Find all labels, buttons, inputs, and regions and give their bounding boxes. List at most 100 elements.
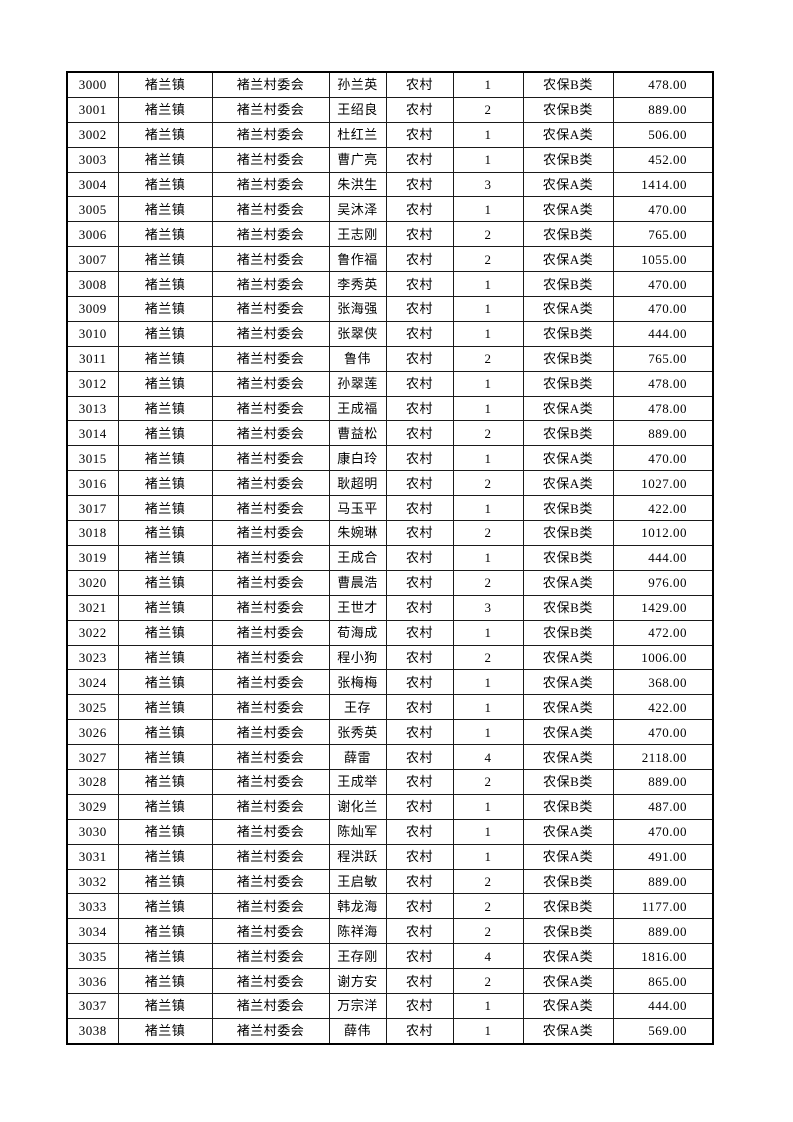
cell-person-count: 1 xyxy=(452,271,524,298)
cell-town: 褚兰镇 xyxy=(117,744,213,770)
cell-category: 农村 xyxy=(385,768,454,795)
cell-village-committee: 褚兰村委会 xyxy=(211,395,330,422)
cell-person-count: 2 xyxy=(452,644,524,671)
cell-serial-number: 3014 xyxy=(66,420,119,447)
cell-category: 农村 xyxy=(385,196,454,223)
cell-category: 农村 xyxy=(385,96,454,123)
cell-category: 农村 xyxy=(385,594,454,621)
cell-serial-number: 3020 xyxy=(66,569,119,596)
cell-town: 褚兰镇 xyxy=(117,71,213,98)
table-row: 3023 褚兰镇 褚兰村委会 程小狗 农村 2 农保A类 1006.00 xyxy=(66,644,714,671)
payment-table: 3000 褚兰镇 褚兰村委会 孙兰英 农村 1 农保B类 478.00 3001… xyxy=(66,71,714,1045)
cell-person-count: 1 xyxy=(452,121,524,148)
table-row: 3017 褚兰镇 褚兰村委会 马玉平 农村 1 农保B类 422.00 xyxy=(66,495,714,522)
cell-amount: 2118.00 xyxy=(612,744,714,770)
cell-person-count: 2 xyxy=(452,221,524,248)
cell-village-committee: 褚兰村委会 xyxy=(211,694,330,721)
table-row: 3008 褚兰镇 褚兰村委会 李秀英 农村 1 农保B类 470.00 xyxy=(66,271,714,298)
table-row: 3021 褚兰镇 褚兰村委会 王世才 农村 3 农保B类 1429.00 xyxy=(66,594,714,621)
cell-town: 褚兰镇 xyxy=(117,793,213,820)
cell-serial-number: 3030 xyxy=(66,818,119,845)
cell-category: 农村 xyxy=(385,793,454,820)
table-row: 3024 褚兰镇 褚兰村委会 张梅梅 农村 1 农保A类 368.00 xyxy=(66,669,714,696)
cell-village-committee: 褚兰村委会 xyxy=(211,370,330,397)
cell-town: 褚兰镇 xyxy=(117,868,213,895)
table-row: 3018 褚兰镇 褚兰村委会 朱婉琳 农村 2 农保B类 1012.00 xyxy=(66,520,714,546)
cell-person-count: 3 xyxy=(452,171,524,198)
cell-village-committee: 褚兰村委会 xyxy=(211,992,330,1019)
cell-person-name: 程小狗 xyxy=(328,644,387,671)
table-row: 3006 褚兰镇 褚兰村委会 王志刚 农村 2 农保B类 765.00 xyxy=(66,221,714,248)
table-row: 3025 褚兰镇 褚兰村委会 王存 农村 1 农保A类 422.00 xyxy=(66,694,714,721)
cell-insurance-type: 农保B类 xyxy=(522,520,614,546)
cell-person-count: 1 xyxy=(452,719,524,746)
cell-category: 农村 xyxy=(385,221,454,248)
cell-serial-number: 3025 xyxy=(66,694,119,721)
cell-amount: 422.00 xyxy=(612,495,714,522)
cell-insurance-type: 农保B类 xyxy=(522,221,614,248)
cell-village-committee: 褚兰村委会 xyxy=(211,271,330,298)
cell-insurance-type: 农保A类 xyxy=(522,818,614,845)
cell-amount: 506.00 xyxy=(612,121,714,148)
cell-amount: 1012.00 xyxy=(612,520,714,546)
table-row: 3012 褚兰镇 褚兰村委会 孙翠莲 农村 1 农保B类 478.00 xyxy=(66,370,714,397)
cell-person-name: 王成福 xyxy=(328,395,387,422)
table-row: 3016 褚兰镇 褚兰村委会 耿超明 农村 2 农保A类 1027.00 xyxy=(66,470,714,497)
cell-town: 褚兰镇 xyxy=(117,569,213,596)
table-row: 3032 褚兰镇 褚兰村委会 王启敏 农村 2 农保B类 889.00 xyxy=(66,868,714,895)
cell-serial-number: 3028 xyxy=(66,768,119,795)
cell-person-count: 2 xyxy=(452,918,524,945)
cell-amount: 444.00 xyxy=(612,992,714,1019)
cell-person-name: 谢方安 xyxy=(328,968,387,994)
cell-category: 农村 xyxy=(385,296,454,322)
cell-category: 农村 xyxy=(385,893,454,920)
table-row: 3019 褚兰镇 褚兰村委会 王成合 农村 1 农保B类 444.00 xyxy=(66,544,714,571)
cell-person-count: 2 xyxy=(452,345,524,372)
cell-category: 农村 xyxy=(385,420,454,447)
table-row: 3014 褚兰镇 褚兰村委会 曹益松 农村 2 农保B类 889.00 xyxy=(66,420,714,447)
cell-category: 农村 xyxy=(385,669,454,696)
cell-person-count: 2 xyxy=(452,520,524,546)
cell-village-committee: 褚兰村委会 xyxy=(211,520,330,546)
cell-town: 褚兰镇 xyxy=(117,893,213,920)
table-row: 3037 褚兰镇 褚兰村委会 万宗洋 农村 1 农保A类 444.00 xyxy=(66,992,714,1019)
cell-amount: 865.00 xyxy=(612,968,714,994)
cell-person-name: 鲁作福 xyxy=(328,246,387,273)
cell-insurance-type: 农保B类 xyxy=(522,544,614,571)
cell-person-name: 王存刚 xyxy=(328,943,387,970)
cell-category: 农村 xyxy=(385,320,454,347)
cell-category: 农村 xyxy=(385,146,454,173)
cell-insurance-type: 农保B类 xyxy=(522,793,614,820)
cell-serial-number: 3003 xyxy=(66,146,119,173)
table-row: 3007 褚兰镇 褚兰村委会 鲁作福 农村 2 农保A类 1055.00 xyxy=(66,246,714,273)
cell-village-committee: 褚兰村委会 xyxy=(211,594,330,621)
cell-insurance-type: 农保A类 xyxy=(522,943,614,970)
cell-category: 农村 xyxy=(385,395,454,422)
cell-amount: 478.00 xyxy=(612,71,714,98)
cell-town: 褚兰镇 xyxy=(117,1017,213,1045)
cell-category: 农村 xyxy=(385,619,454,646)
cell-serial-number: 3037 xyxy=(66,992,119,1019)
table-row: 3027 褚兰镇 褚兰村委会 薛雷 农村 4 农保A类 2118.00 xyxy=(66,744,714,770)
cell-person-count: 2 xyxy=(452,893,524,920)
cell-person-count: 1 xyxy=(452,71,524,98)
cell-category: 农村 xyxy=(385,121,454,148)
cell-serial-number: 3015 xyxy=(66,445,119,472)
cell-town: 褚兰镇 xyxy=(117,818,213,845)
cell-person-name: 吴沐泽 xyxy=(328,196,387,223)
cell-village-committee: 褚兰村委会 xyxy=(211,1017,330,1045)
cell-village-committee: 褚兰村委会 xyxy=(211,121,330,148)
cell-serial-number: 3009 xyxy=(66,296,119,322)
cell-insurance-type: 农保A类 xyxy=(522,669,614,696)
table-row: 3035 褚兰镇 褚兰村委会 王存刚 农村 4 农保A类 1816.00 xyxy=(66,943,714,970)
cell-town: 褚兰镇 xyxy=(117,520,213,546)
cell-village-committee: 褚兰村委会 xyxy=(211,569,330,596)
cell-town: 褚兰镇 xyxy=(117,594,213,621)
cell-category: 农村 xyxy=(385,544,454,571)
cell-person-count: 1 xyxy=(452,146,524,173)
cell-serial-number: 3032 xyxy=(66,868,119,895)
cell-serial-number: 3023 xyxy=(66,644,119,671)
cell-village-committee: 褚兰村委会 xyxy=(211,544,330,571)
cell-amount: 470.00 xyxy=(612,271,714,298)
